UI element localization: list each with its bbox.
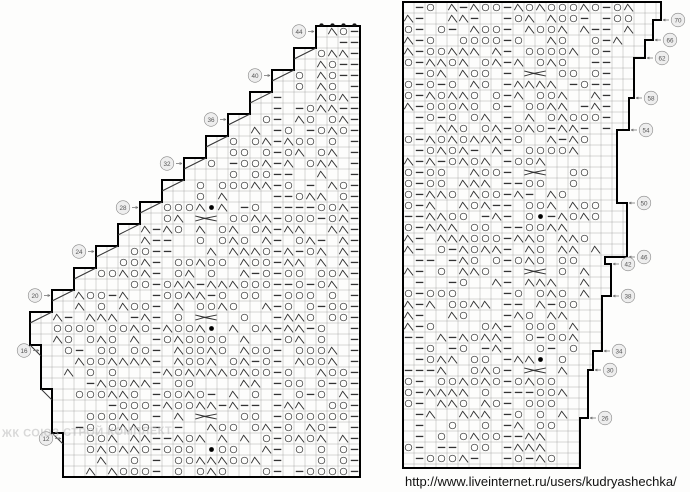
svg-text:70: 70	[674, 17, 682, 24]
svg-text:26: 26	[601, 415, 609, 422]
svg-text:42: 42	[624, 261, 632, 268]
svg-text:40: 40	[251, 73, 259, 80]
svg-text:24: 24	[75, 249, 83, 256]
svg-text:46: 46	[640, 254, 648, 261]
svg-text:20: 20	[31, 293, 39, 300]
svg-text:32: 32	[163, 161, 171, 168]
svg-text:38: 38	[624, 293, 632, 300]
svg-text:34: 34	[615, 348, 623, 355]
svg-text:16: 16	[20, 348, 28, 355]
svg-text:36: 36	[207, 117, 215, 124]
svg-text:50: 50	[640, 200, 648, 207]
svg-text:54: 54	[642, 127, 650, 134]
svg-text:28: 28	[119, 205, 127, 212]
svg-text:http://www.liveinternet.ru/use: http://www.liveinternet.ru/users/kudryas…	[405, 474, 677, 489]
svg-text:44: 44	[295, 29, 303, 36]
svg-text:66: 66	[666, 37, 674, 44]
svg-text:30: 30	[606, 367, 614, 374]
svg-text:62: 62	[658, 55, 666, 62]
svg-text:58: 58	[647, 95, 655, 102]
